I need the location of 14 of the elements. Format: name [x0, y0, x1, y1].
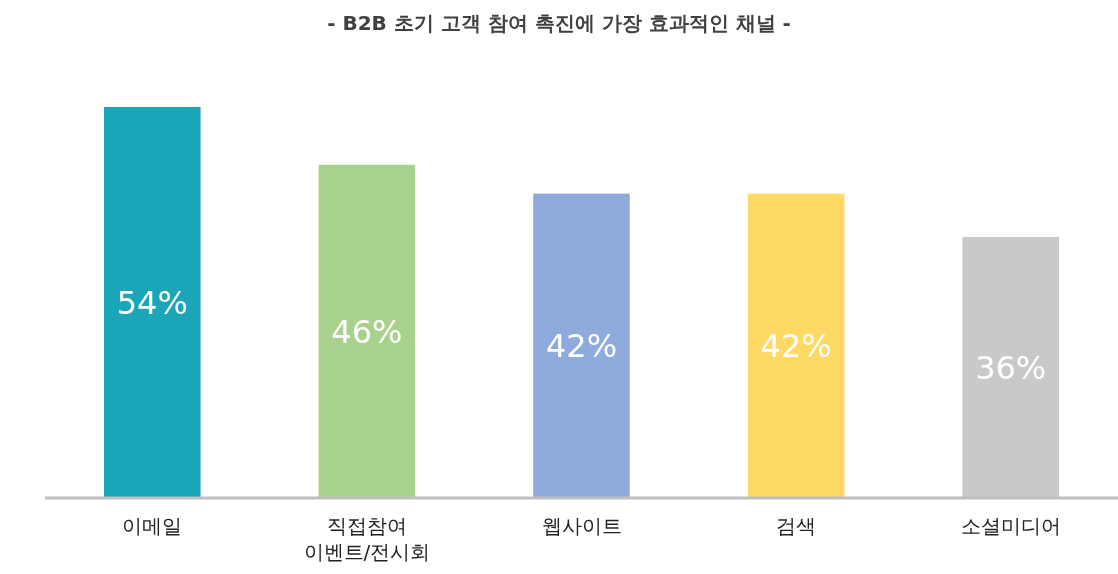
- chart-title: - B2B 초기 고객 참여 촉진에 가장 효과적인 채널 -: [327, 11, 791, 35]
- x-tick-label: 직접참여 이벤트/전시회: [303, 514, 431, 564]
- x-tick-label: 웹사이트: [541, 514, 622, 538]
- data-label: 42%: [545, 327, 618, 366]
- x-tick-label: 소셜미디어: [960, 514, 1061, 538]
- x-tick-label: 이메일: [122, 514, 183, 538]
- bar: [318, 164, 416, 497]
- data-label: 46%: [331, 312, 403, 351]
- x-tick-label: 검색: [776, 514, 817, 538]
- bar: [533, 193, 630, 497]
- data-label: 42%: [760, 327, 832, 366]
- data-label: 54%: [116, 284, 188, 322]
- bar: [747, 193, 845, 497]
- bar: [104, 107, 201, 497]
